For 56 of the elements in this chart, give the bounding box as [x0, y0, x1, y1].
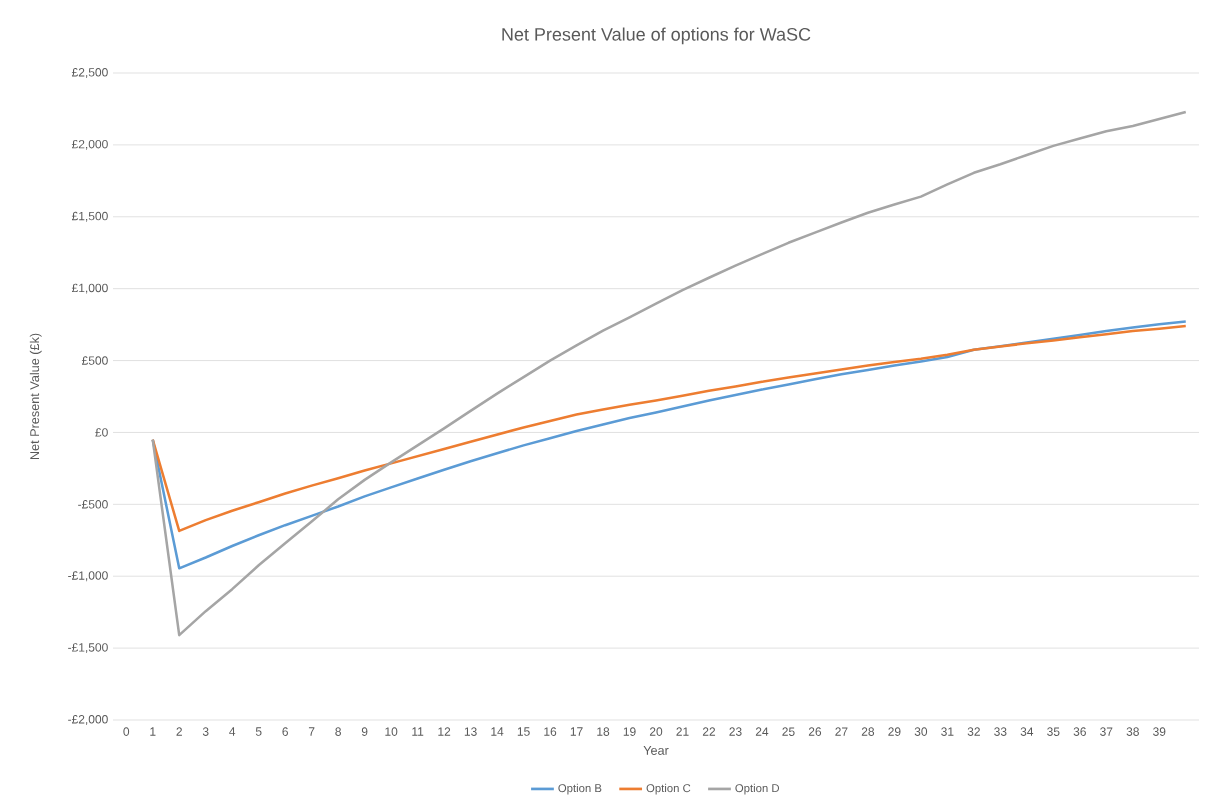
x-tick-label: 13 — [464, 727, 477, 736]
chart-title: Net Present Value of options for WaSC — [502, 27, 811, 45]
x-tick-label: 34 — [1020, 727, 1034, 736]
legend-label: Option B — [558, 783, 602, 795]
legend-label: Option D — [735, 783, 780, 795]
x-tick-label: 17 — [570, 727, 583, 736]
x-tick-label: 32 — [967, 727, 980, 736]
y-tick-label: £1,500 — [71, 211, 108, 222]
x-tick-label: 22 — [702, 727, 716, 736]
x-tick-label: 26 — [808, 727, 822, 736]
x-tick-label: 5 — [255, 727, 262, 736]
x-tick-label: 4 — [229, 727, 236, 736]
x-tick-label: 7 — [308, 727, 315, 736]
x-tick-label: 2 — [176, 727, 182, 736]
x-tick-label: 12 — [438, 727, 451, 736]
x-tick-label: 35 — [1047, 727, 1060, 736]
y-tick-label: -£1,000 — [68, 571, 108, 582]
x-tick-label: 9 — [361, 727, 368, 736]
x-tick-label: 37 — [1100, 727, 1113, 736]
legend-label: Option C — [646, 783, 691, 795]
x-tick-label: 24 — [755, 727, 769, 736]
x-tick-label: 27 — [835, 727, 848, 736]
x-tick-label: 16 — [544, 727, 557, 736]
y-tick-label: -£2,000 — [68, 715, 108, 725]
x-tick-label: 3 — [202, 727, 209, 736]
y-tick-label: £500 — [81, 356, 108, 365]
x-tick-label: 31 — [941, 727, 954, 736]
x-tick-label: 11 — [412, 727, 424, 736]
x-tick-label: 30 — [914, 727, 928, 736]
x-tick-label: 29 — [888, 727, 901, 736]
x-tick-label: 23 — [729, 727, 742, 736]
x-tick-label: 19 — [623, 727, 636, 736]
x-tick-label: 21 — [676, 727, 689, 736]
x-tick-label: 10 — [385, 727, 398, 736]
x-tick-label: 18 — [597, 727, 610, 736]
y-tick-label: -£500 — [78, 500, 108, 509]
x-axis-title: Year — [643, 746, 669, 755]
x-tick-label: 1 — [150, 727, 156, 736]
x-tick-label: 33 — [994, 727, 1007, 736]
x-tick-label: 15 — [517, 727, 530, 736]
x-tick-label: 14 — [491, 727, 504, 736]
x-tick-label: 38 — [1126, 727, 1139, 736]
y-axis-title: Net Present Value (£k) — [29, 333, 42, 460]
y-tick-label: £0 — [95, 428, 108, 437]
y-tick-label: £1,000 — [71, 283, 108, 294]
x-tick-label: 6 — [282, 727, 288, 736]
x-tick-label: 39 — [1153, 727, 1166, 736]
y-tick-label: £2,500 — [71, 68, 108, 78]
x-tick-label: 0 — [123, 727, 130, 736]
x-tick-label: 28 — [861, 727, 875, 736]
x-tick-label: 36 — [1073, 727, 1086, 736]
y-tick-label: -£1,500 — [68, 643, 108, 654]
x-tick-label: 20 — [649, 727, 663, 736]
x-tick-label: 25 — [782, 727, 795, 736]
x-tick-label: 8 — [335, 727, 341, 736]
y-tick-label: £2,000 — [71, 139, 108, 150]
